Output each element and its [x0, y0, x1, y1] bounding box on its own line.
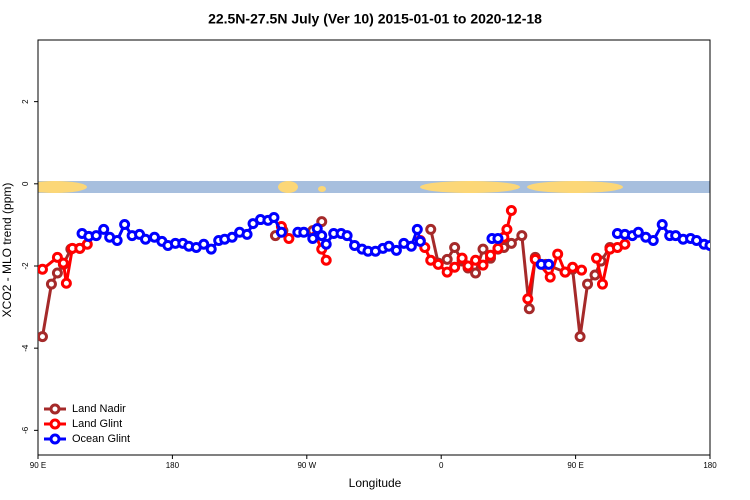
legend-marker — [49, 403, 61, 415]
legend-marker — [49, 418, 61, 430]
point — [320, 238, 332, 250]
point — [559, 266, 571, 278]
legend-marker — [49, 433, 61, 445]
land-shape — [278, 181, 298, 193]
point — [414, 235, 426, 247]
point — [45, 278, 57, 290]
point — [316, 230, 328, 242]
point — [119, 218, 131, 230]
land-shape — [527, 181, 623, 193]
point — [470, 267, 482, 279]
plot-area — [38, 205, 710, 343]
point — [241, 228, 253, 240]
point — [57, 257, 69, 269]
y-tick-label: -4 — [21, 344, 30, 352]
point — [449, 261, 461, 273]
point — [405, 240, 417, 252]
land-shape — [38, 181, 87, 193]
point — [38, 263, 48, 275]
point — [411, 223, 423, 235]
land-shape — [420, 181, 520, 193]
point — [492, 242, 504, 254]
point — [320, 254, 332, 266]
x-axis-label: Longitude — [349, 476, 402, 490]
point — [283, 232, 295, 244]
point — [268, 212, 280, 224]
point — [582, 278, 594, 290]
point — [98, 223, 110, 235]
point — [341, 230, 353, 242]
point — [619, 238, 631, 250]
point — [522, 293, 534, 305]
point — [90, 230, 102, 242]
x-tick-label: 180 — [166, 461, 180, 470]
point — [492, 232, 504, 244]
legend-label: Land Nadir — [72, 403, 126, 415]
point — [591, 252, 603, 264]
point — [505, 237, 517, 249]
point — [226, 231, 238, 243]
point — [390, 244, 402, 256]
point — [275, 226, 287, 238]
point — [632, 226, 644, 238]
point — [576, 264, 588, 276]
point — [60, 277, 72, 289]
point — [501, 223, 513, 235]
point — [656, 218, 668, 230]
chart-title: 22.5N-27.5N July (Ver 10) 2015-01-01 to … — [208, 11, 542, 27]
point — [477, 243, 489, 255]
point — [647, 235, 659, 247]
point — [543, 258, 555, 270]
point — [441, 253, 453, 265]
point — [425, 223, 437, 235]
point — [51, 267, 63, 279]
point — [477, 259, 489, 271]
point — [140, 233, 152, 245]
point — [456, 252, 468, 264]
point — [516, 230, 528, 242]
point — [198, 238, 210, 250]
point — [205, 243, 217, 255]
x-tick-label: 90 W — [297, 461, 316, 470]
y-tick-label: -6 — [21, 426, 30, 434]
point — [704, 239, 710, 251]
land-shape — [318, 186, 326, 192]
x-tick-label: 0 — [439, 461, 444, 470]
point — [552, 248, 564, 260]
point — [567, 261, 579, 273]
y-axis-label: XCO2 - MLO trend (ppm) — [0, 183, 14, 318]
y-tick-label: -2 — [21, 262, 30, 270]
legend-label: Ocean Glint — [72, 433, 130, 445]
x-tick-label: 90 E — [567, 461, 583, 470]
point — [298, 226, 310, 238]
map-strip — [38, 181, 710, 193]
point — [574, 331, 586, 343]
point — [307, 232, 319, 244]
y-tick-label: 2 — [21, 99, 30, 104]
y-tick-label: 0 — [21, 181, 30, 186]
x-tick-label: 90 E — [30, 461, 46, 470]
point — [432, 258, 444, 270]
point — [111, 235, 123, 247]
point — [596, 278, 608, 290]
point — [449, 242, 461, 253]
point — [589, 269, 601, 281]
point — [441, 266, 453, 278]
point — [484, 249, 496, 261]
point — [462, 260, 474, 272]
x-tick-label: 180 — [703, 461, 717, 470]
point — [523, 303, 535, 315]
point — [505, 205, 517, 217]
point — [38, 331, 48, 343]
legend-label: Land Glint — [72, 418, 122, 430]
point — [544, 271, 556, 283]
point — [470, 254, 482, 266]
